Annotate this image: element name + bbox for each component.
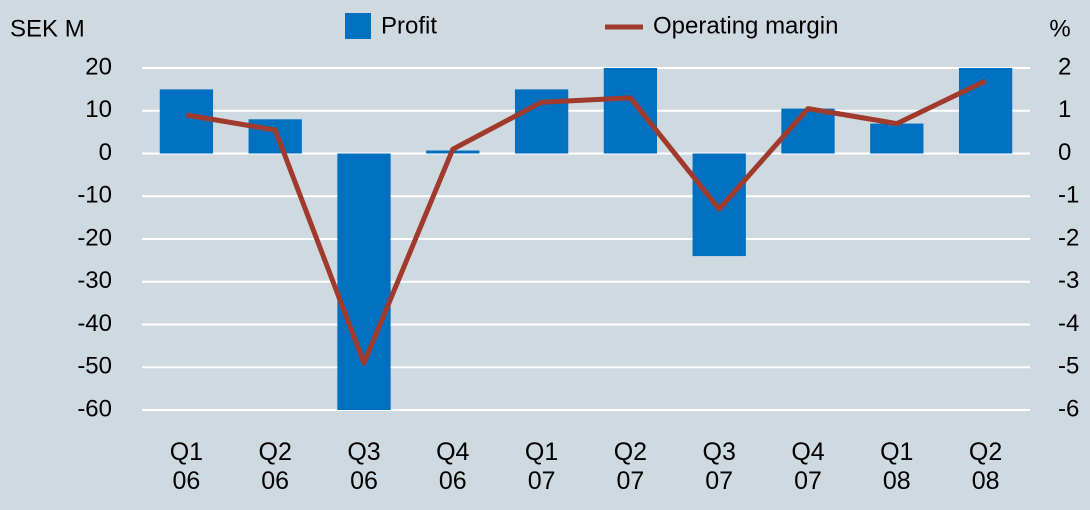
y-tick-label: 20 <box>85 53 112 80</box>
y2-tick-label: -1 <box>1058 182 1079 209</box>
y2-tick-label: 2 <box>1058 53 1071 80</box>
y-tick-label: -30 <box>77 267 112 294</box>
y-tick-label: 0 <box>99 139 112 166</box>
x-tick-label: Q1 08 <box>880 438 914 495</box>
bar <box>337 153 391 410</box>
y2-tick-label: -5 <box>1058 353 1079 380</box>
bar <box>603 68 658 154</box>
bar <box>159 89 214 154</box>
y-tick-label: 10 <box>85 96 112 123</box>
x-tick-label: Q1 07 <box>524 438 559 495</box>
bar <box>692 153 746 257</box>
y2-tick-label: -2 <box>1058 224 1079 251</box>
y-axis-title: SEK M <box>10 15 85 42</box>
y-tick-label: -40 <box>77 310 112 337</box>
legend-label: Operating margin <box>653 12 838 39</box>
y2-tick-label: -3 <box>1058 267 1079 294</box>
legend-label: Profit <box>381 12 437 39</box>
x-tick-label: Q2 07 <box>613 438 648 495</box>
x-tick-label: Q3 06 <box>347 438 381 495</box>
x-tick-label: Q1 06 <box>169 438 204 495</box>
y2-axis-title: % <box>1049 15 1070 42</box>
line <box>185 78 987 366</box>
y2-tick-label: 1 <box>1058 96 1071 123</box>
x-tick-label: Q3 07 <box>702 438 736 495</box>
legend-swatch <box>345 13 371 39</box>
y-tick-label: -10 <box>77 182 112 209</box>
y-tick-label: -20 <box>77 224 112 251</box>
x-tick-label: Q4 06 <box>436 438 470 495</box>
x-tick-label: Q4 07 <box>791 438 825 495</box>
x-tick-label: Q2 06 <box>258 438 292 495</box>
x-tick-label: Q2 08 <box>968 438 1003 495</box>
y2-tick-label: -6 <box>1058 395 1079 422</box>
y2-tick-label: -4 <box>1058 310 1079 337</box>
y2-tick-label: 0 <box>1058 139 1071 166</box>
y-tick-label: -60 <box>77 395 112 422</box>
y-tick-label: -50 <box>77 353 112 380</box>
bar <box>870 123 924 154</box>
